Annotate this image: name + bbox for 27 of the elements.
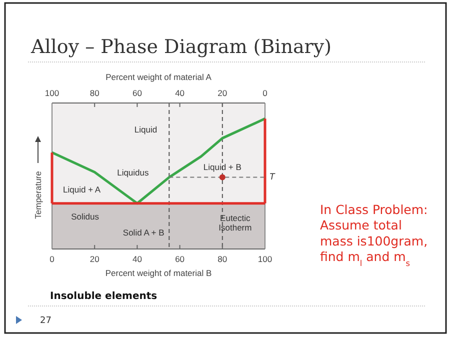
text: In Class Problem: Assume total mass is100gram, find m$_{l}$ and m$_{s}$ [320, 202, 428, 268]
x2-tick-label: 40 [175, 88, 185, 98]
x2-tick-label: 80 [90, 88, 100, 98]
x2-tick-label: 60 [132, 88, 142, 98]
y-axis-title: Temperature [33, 170, 43, 219]
x-tick-label: 20 [90, 254, 100, 264]
annotation: Liquid + A [63, 184, 101, 195]
text: Insoluble elements [50, 291, 158, 302]
x-tick-label: 80 [218, 254, 228, 264]
x-tick-label: 100 [258, 254, 272, 264]
x2-tick-label: 100 [44, 88, 60, 98]
chart-title: Alloy – Phase Diagram (Binary) [30, 36, 332, 58]
text: 27 [40, 316, 52, 326]
x2-tick-label: 0 [262, 88, 268, 98]
annotation: Solid A + B [122, 228, 165, 238]
x-tick-label: 60 [175, 254, 185, 264]
annotation: Liquid + B [203, 162, 242, 172]
annotation: Liquidus [117, 168, 149, 178]
x-axis-title: Percent weight of material B [105, 268, 212, 278]
x2-axis-title: Percent weight of material A [106, 72, 212, 82]
x-tick-label: 40 [132, 254, 142, 264]
annotation: Liquid [134, 124, 158, 135]
x-tick-label: 0 [50, 254, 55, 264]
x2-tick-label: 20 [218, 88, 228, 98]
annotation: Eutectic Isotherm [218, 213, 252, 233]
annotation: Solidus [71, 212, 99, 222]
annotation: T [269, 172, 276, 182]
